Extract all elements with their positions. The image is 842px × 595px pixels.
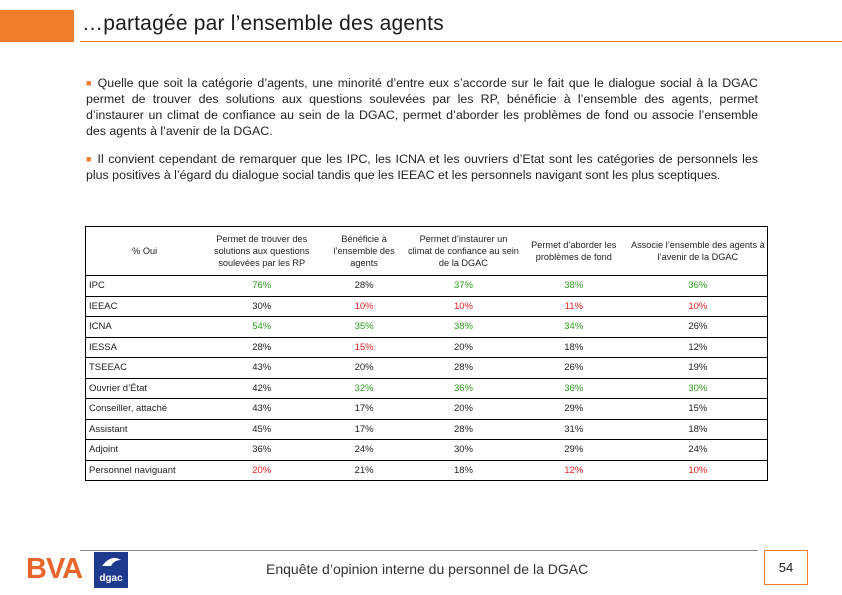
table-cell: 30% [203, 295, 321, 317]
corner-header: % Oui [132, 246, 158, 256]
table-cell: 10% [628, 295, 768, 317]
table-cell: 35% [320, 316, 409, 337]
table-cell: 26% [518, 357, 629, 378]
table-cell: 18% [628, 418, 768, 440]
table-header-row: % Oui Permet de trouver des solutions au… [86, 227, 768, 276]
table-cell: 43% [203, 357, 321, 378]
table-cell: 18% [518, 336, 629, 358]
table-cell: 37% [408, 275, 519, 296]
table-cell: 38% [408, 316, 519, 337]
row-label: Adjoint [85, 439, 204, 460]
table-cell: 36% [203, 439, 321, 460]
table-row: IPC 76% 28% 37% 38% 36% [85, 275, 768, 296]
table-row: ICNA 54% 35% 38% 34% 26% [85, 316, 768, 337]
column-header: Permet d’instaurer un climat de confianc… [408, 234, 519, 268]
table-cell: 76% [203, 275, 321, 296]
table-cell: 28% [408, 357, 519, 378]
table-cell: 36% [518, 377, 629, 399]
table-cell: 28% [320, 275, 409, 296]
table-cell: 32% [320, 377, 409, 399]
dgac-logo: dgac [94, 552, 128, 588]
table-cell: 42% [203, 377, 321, 399]
row-label: TSEEAC [85, 357, 204, 378]
title-accent-bar [0, 10, 74, 42]
table-cell: 10% [628, 459, 768, 481]
dgac-emblem-icon [102, 558, 121, 566]
page-number: 54 [764, 550, 808, 585]
column-header: Associe l’ensemble des agents à l’avenir… [630, 240, 765, 262]
table-cell: 21% [320, 459, 409, 481]
row-label: IEEAC [85, 295, 204, 317]
results-table: % Oui Permet de trouver des solutions au… [85, 226, 768, 481]
row-label: ICNA [85, 316, 204, 337]
bullet-square-icon: ■ [86, 154, 93, 164]
table-cell: 54% [203, 316, 321, 337]
table-row: Adjoint 36% 24% 30% 29% 24% [85, 439, 768, 460]
table-cell: 20% [408, 398, 519, 419]
table-cell: 10% [408, 295, 519, 317]
table-cell: 18% [408, 459, 519, 481]
table-cell: 17% [320, 398, 409, 419]
paragraph-2: ■ Il convient cependant de remarquer que … [86, 151, 758, 183]
table-cell: 15% [320, 336, 409, 358]
table-cell: 29% [518, 398, 629, 419]
footer-divider [80, 550, 758, 551]
column-header: Permet d’aborder les problèmes de fond [531, 240, 617, 262]
paragraph-1: ■ Quelle que soit la catégorie d’agents, … [86, 75, 758, 139]
table-cell: 30% [628, 377, 768, 399]
row-label: IESSA [85, 336, 204, 358]
table-cell: 19% [628, 357, 768, 378]
column-header: Permet de trouver des solutions aux ques… [213, 234, 310, 268]
table-row: Personnel naviguant 20% 21% 18% 12% 10% [85, 459, 768, 481]
table-cell: 31% [518, 418, 629, 440]
bullet-square-icon: ■ [86, 78, 93, 88]
table-cell: 28% [203, 336, 321, 358]
table-cell: 29% [518, 439, 629, 460]
table-cell: 36% [408, 377, 519, 399]
table-cell: 24% [320, 439, 409, 460]
page-title: …partagée par l’ensemble des agents [82, 12, 444, 35]
column-header: Bénéficie à l’ensemble des agents [333, 234, 395, 268]
table-cell: 30% [408, 439, 519, 460]
table-cell: 11% [518, 295, 629, 317]
table-cell: 38% [518, 275, 629, 296]
row-label: Personnel naviguant [85, 459, 204, 481]
paragraph-1-text: Quelle que soit la catégorie d’agents, u… [86, 76, 758, 138]
table-row: TSEEAC 43% 20% 28% 26% 19% [85, 357, 768, 378]
table-cell: 20% [203, 459, 321, 481]
table-cell: 17% [320, 418, 409, 440]
row-label: Assistant [85, 418, 204, 440]
paragraph-2-text: Il convient cependant de remarquer que l… [86, 152, 759, 182]
table-cell: 28% [408, 418, 519, 440]
table-cell: 20% [408, 336, 519, 358]
bva-logo: BVA [26, 553, 83, 585]
row-label: Conseiller, attaché [85, 398, 204, 419]
table-cell: 10% [320, 295, 409, 317]
table-row: IESSA 28% 15% 20% 18% 12% [85, 336, 768, 358]
table-cell: 43% [203, 398, 321, 419]
row-label: Ouvrier d’État [85, 377, 204, 399]
table-row: IEEAC 30% 10% 10% 11% 10% [85, 295, 768, 317]
table-cell: 12% [518, 459, 629, 481]
table-cell: 15% [628, 398, 768, 419]
table-cell: 34% [518, 316, 629, 337]
title-underline [80, 41, 842, 42]
table-row: Assistant 45% 17% 28% 31% 18% [85, 418, 768, 440]
table-cell: 12% [628, 336, 768, 358]
row-label: IPC [85, 275, 204, 296]
table-cell: 26% [628, 316, 768, 337]
dgac-logo-text: dgac [99, 573, 123, 584]
table-row: Conseiller, attaché 43% 17% 20% 29% 15% [85, 398, 768, 419]
footer-survey-title: Enquête d’opinion interne du personnel d… [266, 561, 589, 577]
table-cell: 36% [628, 275, 768, 296]
table-row: Ouvrier d’État 42% 32% 36% 36% 30% [85, 377, 768, 399]
table-cell: 24% [628, 439, 768, 460]
table-cell: 45% [203, 418, 321, 440]
table-cell: 20% [320, 357, 409, 378]
